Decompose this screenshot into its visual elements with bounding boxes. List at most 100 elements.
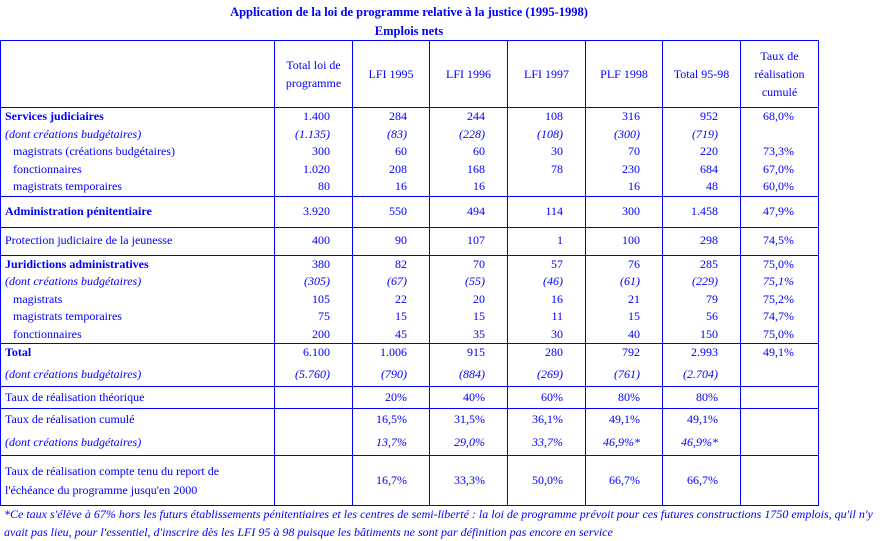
cell-value: 11 [551,309,563,323]
column-header [0,40,275,108]
cell-value: 46,9%* [681,434,718,449]
cell-value: 915 [467,345,485,359]
cell-value: 230 [622,161,640,176]
cell-value: 2.993 [691,345,718,359]
value-cell: 66,7% [585,455,663,506]
cell-value [745,366,812,384]
value-cell: 316 (300) 70 230 16 [585,107,663,197]
table-section: Taux de réalisation cumulé (dont création… [0,408,819,456]
cell-value: 20% [385,389,407,404]
row-label: magistrats (créations budgétaires) [13,144,175,158]
cell-value: 75,1% [763,274,794,288]
cell-value [279,472,330,490]
value-cell: 74,5% [740,226,819,256]
cell-value: (884) [459,366,485,381]
cell-value: (1.135) [295,126,330,141]
column-header: LFI 1997 [507,40,586,108]
cell-value: 100 [622,233,640,248]
cell-value: 150 [700,326,718,341]
cell-value: 47,9% [763,203,794,218]
value-cell: 75,0% 75,1% 75,2% 74,7% 75,0% [740,254,819,344]
cell-value: 31,5% [454,412,485,426]
value-cell: 16,5% 13,7% [352,408,430,456]
row-label: (dont créations budgétaires) [5,434,142,449]
value-cell: 114 [507,195,586,228]
cell-value: 220 [700,144,718,158]
cell-value: 70 [473,256,485,271]
cell-value: (83) [387,126,407,141]
cell-value: 3.920 [303,203,330,218]
cell-value: 56 [706,309,718,323]
value-cell: 244 (228) 60 168 16 [429,107,508,197]
row-label: (dont créations budgétaires) [5,126,142,141]
row-label: magistrats [13,291,63,306]
column-header: LFI 1996 [429,40,508,108]
cell-value: (5.760) [295,366,330,381]
cell-value: 67,0% [763,161,794,176]
cell-value: 48 [706,179,718,193]
cell-value: 16 [473,179,485,193]
row-label: Taux de réalisation cumulé [5,412,135,426]
value-cell: 298 [662,226,741,256]
value-cell: 792 (761) [585,343,663,387]
cell-value: 35 [473,326,485,341]
cell-value: 30 [551,326,563,341]
cell-value: (761) [614,366,640,381]
cell-value: 16 [395,179,407,193]
cell-value: 16,7% [376,472,407,487]
cell-value: 380 [312,256,330,271]
value-cell: 57 (46) 16 11 30 [507,254,586,344]
value-cell: 285 (229) 79 56 150 [662,254,741,344]
value-cell: 1.400 (1.135) 300 1.020 80 [274,107,353,197]
value-cell: 36,1% 33,7% [507,408,586,456]
cell-value: 75,0% [763,326,794,341]
cell-value: 60,0% [763,179,794,193]
cell-value: (55) [465,274,485,288]
value-cell: 400 [274,226,353,256]
cell-value: 15 [395,309,407,323]
cell-value: 285 [700,256,718,271]
cell-value [745,472,812,490]
cell-value: 1.400 [303,109,330,123]
cell-value: (719) [692,126,718,141]
value-cell: 915 (884) [429,343,508,387]
value-cell [274,455,353,506]
cell-value: 33,7% [532,434,563,449]
value-cell: 952 (719) 220 684 48 [662,107,741,197]
table-section: Administration pénitentiaire 3.920 550 494 1… [0,195,819,228]
cell-value [279,389,330,407]
cell-value: 280 [545,345,563,359]
cell-value: 16 [551,291,563,306]
row-label: Taux de réalisation compte tenu du repor… [5,463,220,497]
cell-value: 80% [618,389,640,404]
table-title: Application de la loi de programme relat… [230,5,588,19]
cell-value: 49,1% [609,412,640,426]
value-cell: 1 [507,226,586,256]
value-cell: 494 [429,195,508,228]
value-cell [740,386,819,409]
cell-value: 15 [473,309,485,323]
cell-value: 40 [628,326,640,341]
table-section: Juridictions administratives (dont créati… [0,254,819,344]
table-section: Protection judiciaire de la jeunesse 400 9… [0,226,819,256]
value-cell: 380 (305) 105 75 200 [274,254,353,344]
cell-value: 70 [628,144,640,158]
table-subtitle: Emplois nets [374,24,444,38]
row-label: Taux de réalisation théorique [5,389,145,404]
cell-value: 29,0% [454,434,485,449]
cell-value: 49,1% [763,345,794,359]
value-cell: 2.993 (2.704) [662,343,741,387]
value-cell: 68,0% 73,3% 67,0% 60,0% [740,107,819,197]
cell-value: 15 [628,309,640,323]
cell-value: 66,7% [609,472,640,487]
cell-value: (228) [459,126,485,141]
value-cell: 108 (108) 30 78 [507,107,586,197]
value-cell: 60% [507,386,586,409]
cell-value: 952 [700,109,718,123]
cell-value [745,389,812,407]
row-label-cell: Protection judiciaire de la jeunesse [0,226,275,256]
column-header: Total 95-98 [662,40,741,108]
cell-value: 13,7% [376,434,407,449]
value-cell: 1.006 (790) [352,343,430,387]
value-cell [740,455,819,506]
